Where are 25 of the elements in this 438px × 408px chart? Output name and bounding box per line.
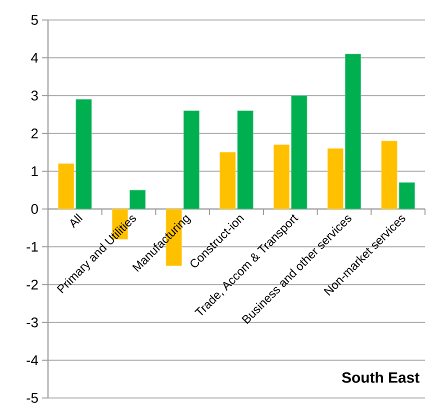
text: South East	[342, 372, 420, 383]
y-tick-label: -1	[26, 242, 38, 252]
y-tick-label: -5	[26, 393, 38, 403]
bar	[327, 148, 344, 210]
bar	[345, 54, 362, 210]
bar	[58, 163, 74, 210]
y-tick-label: -4	[26, 355, 38, 365]
bar	[183, 110, 200, 210]
y-tick-label: 4	[31, 53, 38, 63]
y-tick-label: 2	[31, 128, 38, 138]
y-tick-label: -3	[26, 317, 38, 328]
bar	[220, 152, 236, 210]
bar	[76, 99, 92, 210]
bar	[398, 182, 415, 210]
bar	[381, 140, 398, 210]
y-tick-label: -2	[26, 280, 38, 290]
y-tick-label: 1	[32, 166, 38, 176]
bar	[274, 144, 290, 210]
y-tick-label: 3	[31, 90, 38, 101]
y-tick-label: 0	[31, 204, 38, 214]
y-tick-label: 5	[31, 15, 38, 25]
bar	[130, 190, 146, 210]
bar	[237, 110, 254, 210]
x-tick-label: All	[70, 213, 83, 228]
bar	[291, 95, 308, 210]
